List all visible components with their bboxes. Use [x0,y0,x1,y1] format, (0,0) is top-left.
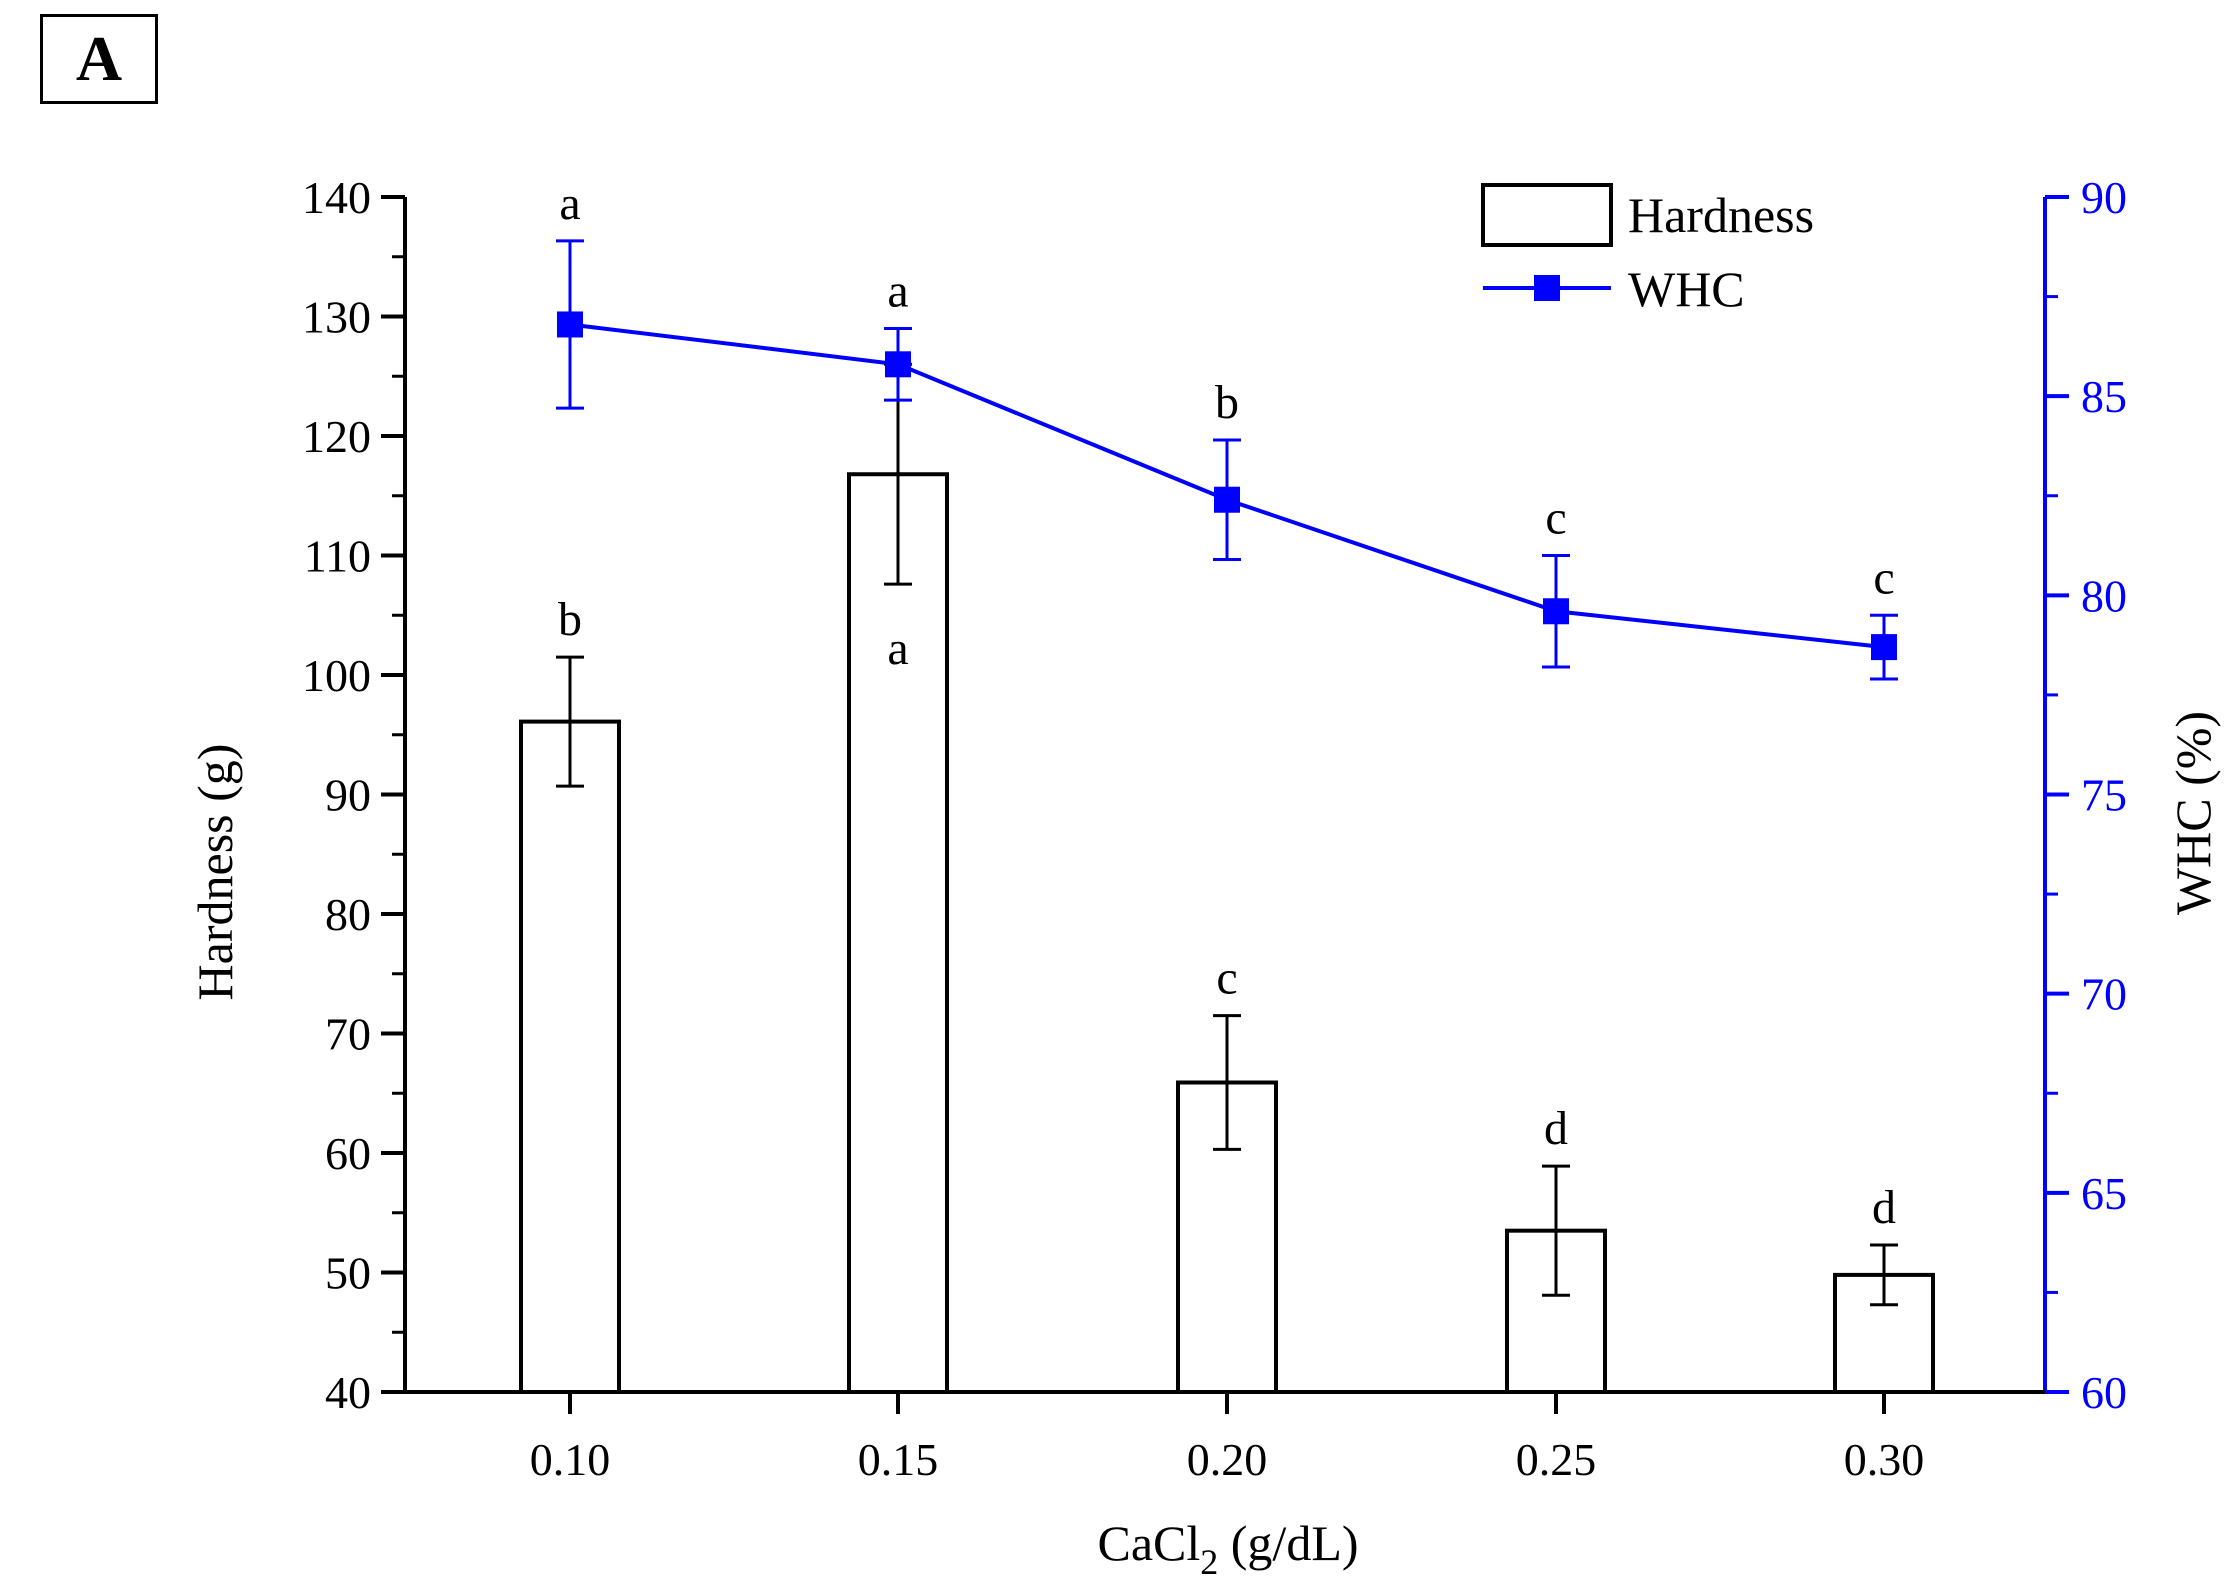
left-tick-label: 40 [325,1367,371,1418]
right-tick-label: 65 [2081,1168,2127,1219]
x-axis-label-main: CaCl [1097,1515,1200,1571]
whc-significance-letter: b [1215,376,1239,429]
x-tick-label: 0.15 [858,1434,939,1485]
whc-significance-letter: a [887,264,908,317]
x-tick-label: 0.20 [1187,1434,1268,1485]
legend: Hardness WHC [1481,183,1814,317]
right-tick-label: 60 [2081,1367,2127,1418]
whc-marker [557,311,583,338]
hardness-significance-letter: b [558,593,582,646]
left-tick-label: 70 [325,1009,371,1060]
left-tick-label: 90 [325,770,371,821]
left-axis: 40 50 60 70 80 90 100 110 120 130 140 [302,172,407,1418]
right-tick-label: 75 [2081,770,2127,821]
left-tick-label: 110 [304,531,371,582]
x-axis-label: CaCl2 (g/dL) [1097,1515,1358,1582]
left-axis-label: Hardness (g) [187,744,243,1001]
x-axis: 0.10 0.15 0.20 0.25 0.30 [405,1390,2045,1485]
hardness-significance-letter: c [1216,952,1237,1005]
hardness-bar [847,472,949,1394]
x-axis-label-unit: (g/dL) [1218,1515,1358,1571]
left-tick-label: 60 [325,1128,371,1179]
whc-significance-letter: a [559,177,580,230]
hardness-significance-letter: d [1872,1181,1896,1234]
hardness-significance-letter: d [1544,1102,1568,1155]
x-tick-label: 0.30 [1844,1434,1925,1485]
legend-whc-marker [1534,275,1560,301]
right-tick-label: 70 [2081,969,2127,1020]
left-tick-label: 130 [302,292,371,343]
legend-hardness-swatch [1481,183,1613,247]
x-tick-label: 0.25 [1516,1434,1597,1485]
right-axis-label: WHC (%) [2165,711,2221,915]
legend-hardness-label: Hardness [1628,187,1814,243]
hardness-bar [1505,1228,1607,1395]
panel-label: A [40,14,158,104]
whc-marker [885,351,911,378]
whc-significance-letter: c [1545,492,1566,545]
left-tick-label: 100 [302,650,371,701]
whc-marker [1543,598,1569,625]
x-axis-label-subscript: 2 [1200,1542,1218,1582]
whc-marker [1214,486,1240,513]
hardness-bars: b a c d d [519,362,1935,1395]
left-tick-label: 120 [302,411,371,462]
right-tick-label: 85 [2081,371,2127,422]
left-tick-label: 50 [325,1248,371,1299]
hardness-significance-letter: a [887,622,908,675]
x-tick-label: 0.10 [530,1434,611,1485]
left-tick-label: 80 [325,889,371,940]
right-axis: 60 65 70 75 80 85 90 [2043,172,2127,1418]
whc-marker [1871,634,1897,661]
legend-whc-label: WHC [1628,261,1745,317]
hardness-bar [519,719,621,1394]
whc-significance-letter: c [1873,551,1894,604]
right-tick-label: 80 [2081,570,2127,621]
left-tick-label: 140 [302,172,371,223]
right-tick-label: 90 [2081,172,2127,223]
whc-line: a a b c c [556,177,1898,681]
